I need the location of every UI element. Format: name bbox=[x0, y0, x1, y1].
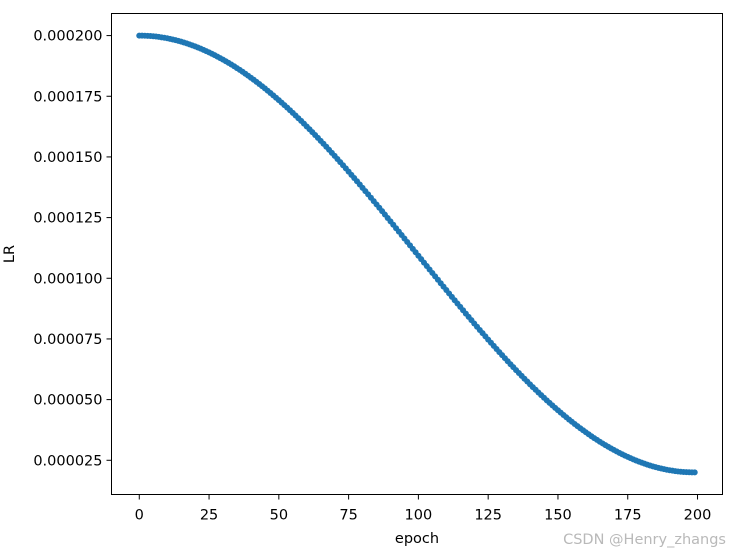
x-axis: 0 25 50 75 100 125 150 175 200 bbox=[135, 494, 712, 524]
y-tick-label: 0.000075 bbox=[33, 332, 102, 348]
y-tick-label: 0.000150 bbox=[33, 150, 102, 166]
y-axis: 0.000025 0.000050 0.000075 0.000100 0.000125… bbox=[33, 29, 112, 469]
y-tick-label: 0.000200 bbox=[33, 29, 102, 45]
data-points bbox=[136, 32, 698, 476]
plot-frame bbox=[111, 13, 723, 495]
x-tick-label: 25 bbox=[200, 508, 218, 524]
y-tick-label: 0.000025 bbox=[33, 453, 102, 469]
y-axis-title: LR bbox=[2, 245, 18, 263]
x-axis-title: epoch bbox=[395, 531, 439, 547]
y-tick-label: 0.000175 bbox=[33, 89, 102, 105]
x-tick-label: 125 bbox=[474, 508, 502, 524]
x-tick-label: 50 bbox=[270, 508, 288, 524]
x-tick-label: 75 bbox=[339, 508, 357, 524]
y-tick-label: 0.000050 bbox=[33, 393, 102, 409]
data-point bbox=[691, 469, 698, 476]
y-tick-label: 0.000125 bbox=[33, 211, 102, 227]
x-tick-label: 0 bbox=[135, 508, 144, 524]
y-tick-label: 0.000100 bbox=[33, 271, 102, 287]
x-tick-label: 150 bbox=[544, 508, 572, 524]
x-tick-label: 175 bbox=[614, 508, 642, 524]
watermark: CSDN @Henry_zhangs bbox=[563, 532, 726, 548]
x-tick-label: 100 bbox=[405, 508, 433, 524]
x-tick-label: 200 bbox=[684, 508, 712, 524]
